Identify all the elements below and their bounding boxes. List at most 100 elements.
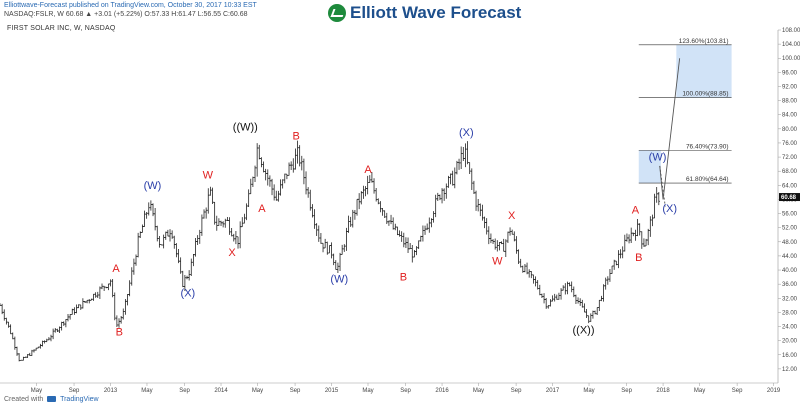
wave-label: B <box>116 326 123 338</box>
x-tick-label: May <box>694 388 705 394</box>
y-tick-label: 44.00 <box>782 254 798 260</box>
price-bar <box>66 314 70 322</box>
price-bar <box>576 297 580 304</box>
price-bar <box>160 244 163 246</box>
price-bar <box>610 265 614 275</box>
price-bar <box>608 269 612 282</box>
price-bar <box>105 286 108 289</box>
price-bar <box>657 191 661 206</box>
price-bar <box>396 226 399 236</box>
price-bar <box>283 173 286 184</box>
price-bar <box>321 242 325 253</box>
price-bar <box>402 232 405 248</box>
y-tick-label: 24.00 <box>782 325 798 331</box>
price-bar <box>553 293 556 302</box>
price-bar <box>247 189 250 208</box>
price-bar <box>459 146 463 170</box>
price-bar <box>385 212 388 225</box>
fib-level-label-1: 123.60%(103.81) <box>679 38 729 45</box>
price-bar <box>49 334 53 342</box>
price-bar <box>534 276 537 287</box>
price-bar <box>345 227 348 251</box>
price-bar <box>510 229 514 235</box>
price-bar <box>381 207 384 216</box>
price-bar <box>181 270 184 288</box>
price-bar <box>207 188 210 214</box>
price-bar <box>211 187 214 205</box>
price-bar <box>632 232 635 237</box>
price-bar <box>574 294 578 304</box>
price-bar <box>215 215 218 231</box>
price-bar <box>209 186 212 196</box>
price-bar <box>515 236 518 254</box>
price-bar <box>260 157 263 168</box>
price-bar <box>166 229 170 237</box>
price-bar <box>156 225 159 242</box>
price-bar <box>549 299 552 307</box>
y-tick-label: 100.00 <box>782 56 800 62</box>
price-bar <box>279 179 282 196</box>
price-bar <box>13 336 17 350</box>
price-bar <box>498 242 501 251</box>
price-bar <box>187 270 191 281</box>
price-bar <box>266 169 269 186</box>
wave-label: B <box>292 130 299 142</box>
price-bar <box>41 340 44 347</box>
price-bar <box>602 284 605 302</box>
price-bar <box>102 285 106 291</box>
y-tick-label: 80.00 <box>782 127 798 133</box>
x-tick-label: May <box>362 388 373 394</box>
x-tick-label: Sep <box>179 388 190 394</box>
price-bar <box>228 217 231 235</box>
price-bar <box>595 307 599 316</box>
price-bar <box>213 201 216 225</box>
price-bar <box>30 349 34 356</box>
price-bar <box>485 218 488 235</box>
price-bar <box>551 295 554 302</box>
price-bar <box>75 304 78 314</box>
price-bar <box>224 218 227 228</box>
price-bar <box>145 211 148 219</box>
wave-label: W <box>203 169 214 181</box>
price-bar <box>642 238 646 247</box>
price-bar <box>328 245 331 254</box>
price-bar <box>468 162 471 174</box>
y-tick-label: 92.00 <box>782 84 798 90</box>
price-bar <box>617 250 620 269</box>
x-tick-label: 2018 <box>656 388 670 394</box>
price-bar <box>585 308 588 318</box>
price-bar <box>141 224 144 233</box>
price-bar <box>317 225 320 242</box>
x-tick-label: May <box>31 388 42 394</box>
price-bar <box>591 310 595 319</box>
price-bar <box>379 201 382 213</box>
footer-brand[interactable]: TradingView <box>60 396 99 403</box>
price-bar <box>28 352 31 356</box>
price-bar <box>251 176 255 187</box>
price-bar <box>262 161 265 173</box>
publisher-text[interactable]: Elliottwave-Forecast published on Tradin… <box>4 2 257 9</box>
price-bar <box>453 167 456 189</box>
chart-title: FIRST SOLAR INC, W, NASDAQ <box>7 25 116 32</box>
x-tick-label: May <box>473 388 484 394</box>
price-bar <box>219 220 223 226</box>
price-bar <box>134 254 138 266</box>
price-bar <box>60 321 63 331</box>
publisher-line: Elliottwave-Forecast published on Tradin… <box>4 2 257 18</box>
price-bar <box>432 211 435 223</box>
price-bar <box>487 226 490 245</box>
y-tick-label: 36.00 <box>782 282 798 288</box>
price-bar <box>347 215 350 233</box>
price-bar <box>17 353 21 362</box>
last-price-label: 60.68 <box>781 195 797 201</box>
price-bar <box>649 216 652 237</box>
price-bar <box>623 234 627 252</box>
price-bar <box>83 301 87 303</box>
price-bar <box>479 203 482 217</box>
y-tick-label: 16.00 <box>782 353 798 359</box>
price-bar <box>5 317 8 325</box>
price-bar <box>22 356 25 361</box>
price-bar <box>147 202 150 216</box>
price-bar <box>513 231 516 242</box>
